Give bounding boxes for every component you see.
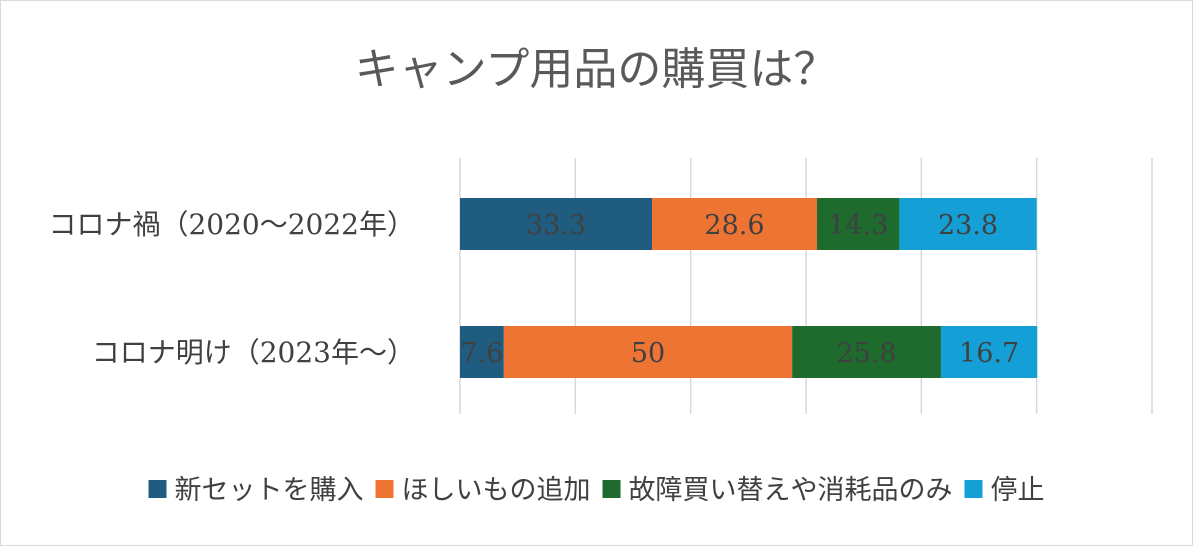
category-label: コロナ禍（2020〜2022年） xyxy=(48,208,415,241)
bar-segment xyxy=(816,198,900,250)
legend-swatch xyxy=(602,480,621,498)
legend-label: 新セットを購入 xyxy=(175,475,364,506)
bar-segment xyxy=(460,326,504,378)
category-labels: コロナ禍（2020〜2022年） コロナ明け（2023年〜） xyxy=(48,208,415,369)
legend-swatch xyxy=(148,480,167,498)
legend: 新セットを購入 ほしいもの追加 故障買い替えや消耗品のみ 停止 xyxy=(148,475,1045,506)
legend-label: ほしいもの追加 xyxy=(402,475,591,506)
legend-swatch xyxy=(964,480,983,498)
data-label: 23.8 xyxy=(938,210,998,241)
legend-swatch xyxy=(375,480,394,498)
data-label: 16.7 xyxy=(959,338,1019,369)
bar-segment xyxy=(792,326,941,378)
data-label: 14.3 xyxy=(828,210,888,241)
data-label: 28.6 xyxy=(704,210,764,241)
data-label: 50 xyxy=(631,338,665,369)
bar-segment xyxy=(652,198,817,250)
legend-label: 停止 xyxy=(991,475,1045,506)
data-label: 7.6 xyxy=(460,338,503,369)
data-label: 25.8 xyxy=(836,338,896,369)
data-label: 33.3 xyxy=(526,210,586,241)
bar-segment xyxy=(503,326,793,378)
category-label: コロナ明け（2023年〜） xyxy=(92,336,415,369)
bar-segment xyxy=(940,326,1038,378)
legend-label: 故障買い替えや消耗品のみ xyxy=(629,475,953,506)
bars: 33.3 28.6 14.3 23.8 7.6 50 25.8 16.7 xyxy=(460,198,1038,378)
bar-segment xyxy=(460,198,653,250)
chart-title: キャンプ用品の購買は？ xyxy=(355,44,838,95)
bar-segment xyxy=(899,198,1037,250)
